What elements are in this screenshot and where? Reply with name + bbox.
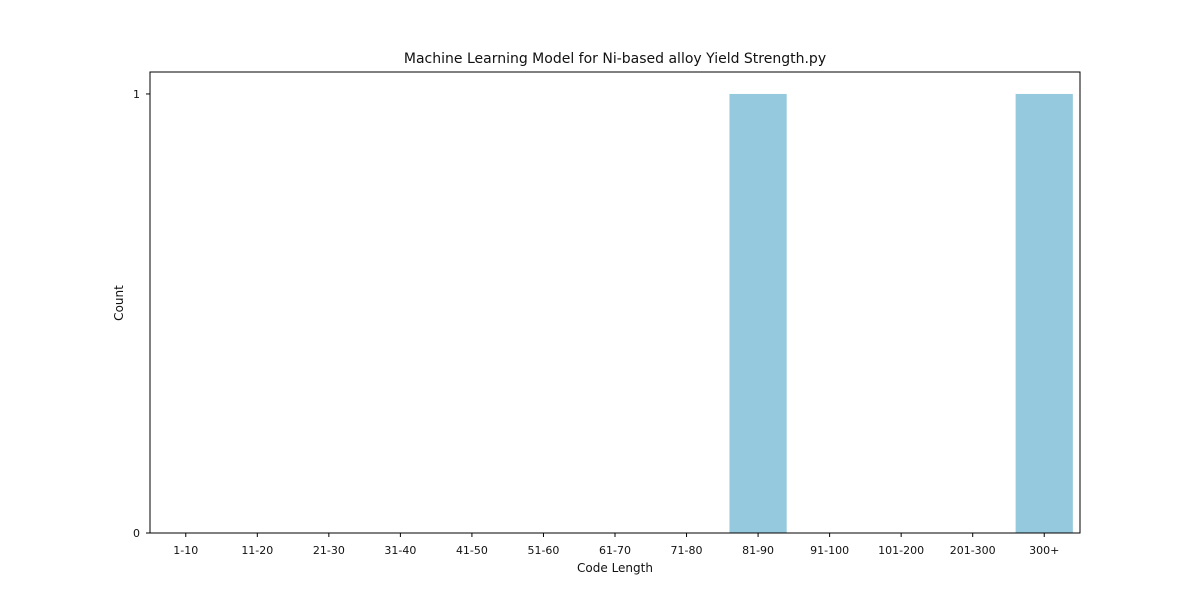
plot-frame: [149, 71, 1081, 534]
x-tick-label: 201-300: [950, 544, 996, 557]
y-tick-label: 0: [133, 527, 140, 540]
x-tick-label: 11-20: [241, 544, 273, 557]
chart-title: Machine Learning Model for Ni-based allo…: [404, 51, 826, 67]
y-axis-label: Count: [112, 285, 126, 321]
x-tick-label: 31-40: [384, 544, 416, 557]
x-tick-label: 61-70: [599, 544, 631, 557]
x-tick-label: 21-30: [313, 544, 345, 557]
bars-group: [729, 93, 1073, 533]
y-tick-label: 1: [133, 88, 140, 101]
bar-300+: [1015, 93, 1073, 533]
x-tick-label: 1-10: [173, 544, 198, 557]
y-axis-ticks: 01: [133, 88, 150, 540]
x-tick-label: 300+: [1029, 544, 1059, 557]
x-axis-label: Code Length: [577, 561, 653, 575]
x-tick-label: 41-50: [456, 544, 488, 557]
x-tick-label: 51-60: [527, 544, 559, 557]
bar-81-90: [729, 93, 787, 533]
x-tick-label: 81-90: [742, 544, 774, 557]
x-tick-label: 91-100: [810, 544, 849, 557]
x-tick-label: 71-80: [671, 544, 703, 557]
x-tick-label: 101-200: [878, 544, 924, 557]
x-axis-ticks: 1-10 11-20 21-30 31-40 41-50 51-60 61-70 71-80 8…: [173, 533, 1059, 557]
